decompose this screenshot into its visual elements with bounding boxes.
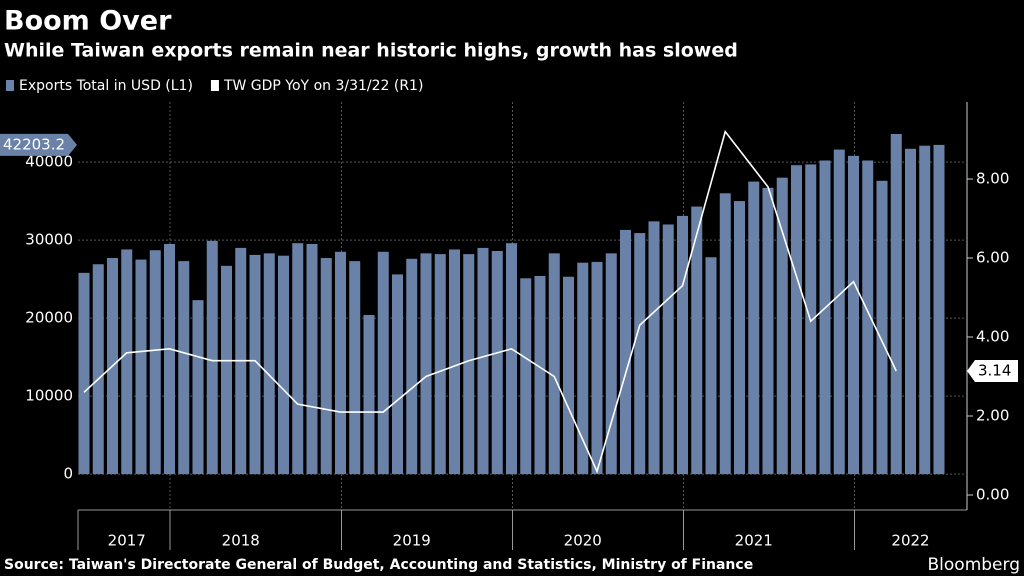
bar <box>762 187 774 475</box>
bar <box>206 240 218 475</box>
bar <box>121 249 133 475</box>
bar <box>662 224 674 475</box>
y-tick-label: 40000 <box>25 153 73 171</box>
x-tick-label: 2021 <box>735 532 773 550</box>
x-tick-label: 2019 <box>393 532 431 550</box>
bar <box>848 155 859 475</box>
bar <box>577 262 589 475</box>
bar <box>634 233 646 475</box>
bar <box>306 243 318 475</box>
bar <box>548 253 560 475</box>
y-tick-label: 10000 <box>25 387 73 405</box>
bar <box>933 144 945 475</box>
legend-label: Exports Total in USD (L1) <box>19 78 193 94</box>
value-tag-label: 42203.2 <box>3 135 65 153</box>
y-tick-label: 30000 <box>25 231 73 249</box>
bar <box>335 251 346 475</box>
bar <box>748 181 760 475</box>
bar <box>905 148 916 475</box>
brand: Bloomberg <box>928 555 1020 575</box>
y2-tick-label: 8.00 <box>976 170 1009 188</box>
bar <box>92 264 104 475</box>
x-tick-label: 2022 <box>891 532 929 550</box>
bar <box>648 221 660 475</box>
source: Source: Taiwan's Directorate General of … <box>4 557 753 573</box>
bar <box>278 255 289 475</box>
value-tag <box>967 359 1018 382</box>
bar <box>691 206 703 475</box>
legend-swatch <box>6 80 14 91</box>
y-tick-label: 20000 <box>25 309 73 327</box>
bar <box>520 278 532 475</box>
bar <box>563 276 574 475</box>
bar <box>890 133 902 475</box>
chart-subtitle: While Taiwan exports remain near histori… <box>4 40 738 62</box>
bar <box>392 274 403 475</box>
bar <box>605 253 617 475</box>
bar <box>620 229 631 475</box>
bar <box>420 253 432 475</box>
bar <box>919 145 931 475</box>
bar <box>164 243 175 475</box>
bar <box>734 201 745 475</box>
bar <box>377 251 389 475</box>
bar <box>491 251 503 475</box>
bar <box>719 193 731 475</box>
y2-tick-label: 6.00 <box>976 249 1009 267</box>
bar <box>192 300 204 475</box>
bar <box>406 258 418 475</box>
bar <box>463 254 475 475</box>
y2-tick-label: 4.00 <box>976 328 1009 346</box>
bar <box>221 265 232 475</box>
bar <box>363 314 375 475</box>
bar <box>791 165 802 475</box>
bar <box>149 250 161 475</box>
x-tick-label: 2017 <box>108 532 146 550</box>
y2-tick-label: 0.00 <box>976 485 1009 503</box>
legend-label: TW GDP YoY on 3/31/22 (R1) <box>223 78 424 94</box>
bar <box>263 253 275 475</box>
y-tick-label: 0 <box>63 465 73 483</box>
bar <box>876 180 888 475</box>
legend-swatch <box>210 80 219 91</box>
bar <box>434 254 446 475</box>
x-tick-label: 2020 <box>564 532 602 550</box>
y2-tick-label: 2.00 <box>976 406 1009 424</box>
bar <box>78 272 90 475</box>
bar <box>449 249 460 475</box>
bar <box>819 160 831 475</box>
bar <box>349 261 361 475</box>
bar <box>292 243 304 475</box>
bar <box>705 257 717 475</box>
bar <box>591 261 603 475</box>
bar <box>862 160 874 475</box>
bar <box>776 177 788 475</box>
bar <box>178 261 190 475</box>
value-tag <box>0 133 77 156</box>
bar <box>677 215 688 475</box>
bar <box>320 258 332 475</box>
chart-title: Boom Over <box>4 6 172 37</box>
bar <box>506 243 517 475</box>
bar <box>534 275 546 475</box>
bar <box>477 247 489 475</box>
x-tick-label: 2018 <box>222 532 260 550</box>
line <box>83 129 897 474</box>
value-tag-label: 3.14 <box>978 361 1011 379</box>
bar <box>833 149 845 475</box>
bar <box>135 259 147 475</box>
bar <box>249 254 261 475</box>
